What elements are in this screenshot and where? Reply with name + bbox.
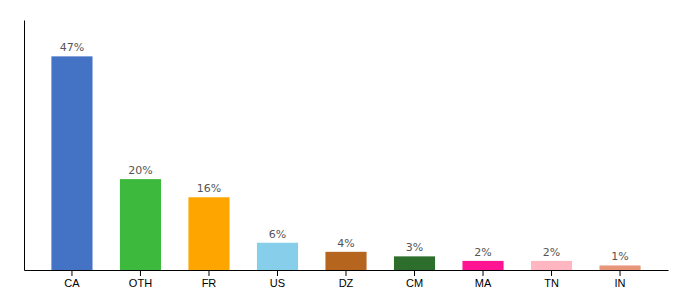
x-tick: OTH [129,270,152,289]
x-tick-mark [208,270,209,276]
x-tick-label: TN [544,277,559,289]
plot: CA OTH FR US DZ CM MA TN IN 47% 20% 16% 6% 4% 3% 2% 2% 1% [25,21,669,289]
y-axis-line [24,21,25,271]
x-tick: MA [475,270,492,289]
data-label: 20% [128,164,152,177]
x-tick-label: OTH [129,277,152,289]
bar [599,265,640,270]
data-label: 6% [269,228,286,241]
bar [394,256,435,270]
x-tick-mark [620,270,621,276]
x-tick-label: FR [202,277,217,289]
x-tick: CM [406,270,423,289]
bar [120,179,161,270]
data-label: 2% [474,246,491,259]
bar [531,261,572,270]
bar [257,243,298,270]
data-label: 3% [406,241,423,254]
x-tick: CA [64,270,80,289]
data-label: 16% [197,182,221,195]
data-label: 2% [543,246,560,259]
y-axis [24,21,25,271]
x-tick-label: CA [64,277,80,289]
bars [51,56,640,270]
chart: CA OTH FR US DZ CM MA TN IN 47% 20% 16% 6% 4% 3% 2% 2% 1% [0,0,680,300]
data-label: 1% [611,250,628,263]
data-label: 4% [337,237,354,250]
x-tick: US [270,270,285,289]
x-tick-label: CM [406,277,423,289]
x-tick: TN [544,270,559,289]
bar [462,261,503,270]
x-tick-label: MA [475,277,492,289]
x-tick: FR [202,270,217,289]
x-tick-label: DZ [339,277,354,289]
x-tick-label: IN [615,277,626,289]
x-tick-mark [551,270,552,276]
bar [325,252,366,270]
x-axis: CA OTH FR US DZ CM MA TN IN [25,270,669,289]
x-tick-mark [346,270,347,276]
x-tick-label: US [270,277,285,289]
x-tick: IN [615,270,626,289]
x-tick-mark [71,270,72,276]
bar [188,197,229,270]
data-label: 47% [60,41,84,54]
data-labels: 47% 20% 16% 6% 4% 3% 2% 2% 1% [60,41,629,263]
bar [51,56,92,270]
x-tick-mark [277,270,278,276]
x-tick: DZ [339,270,354,289]
x-tick-mark [414,270,415,276]
x-tick-mark [483,270,484,276]
x-tick-mark [140,270,141,276]
